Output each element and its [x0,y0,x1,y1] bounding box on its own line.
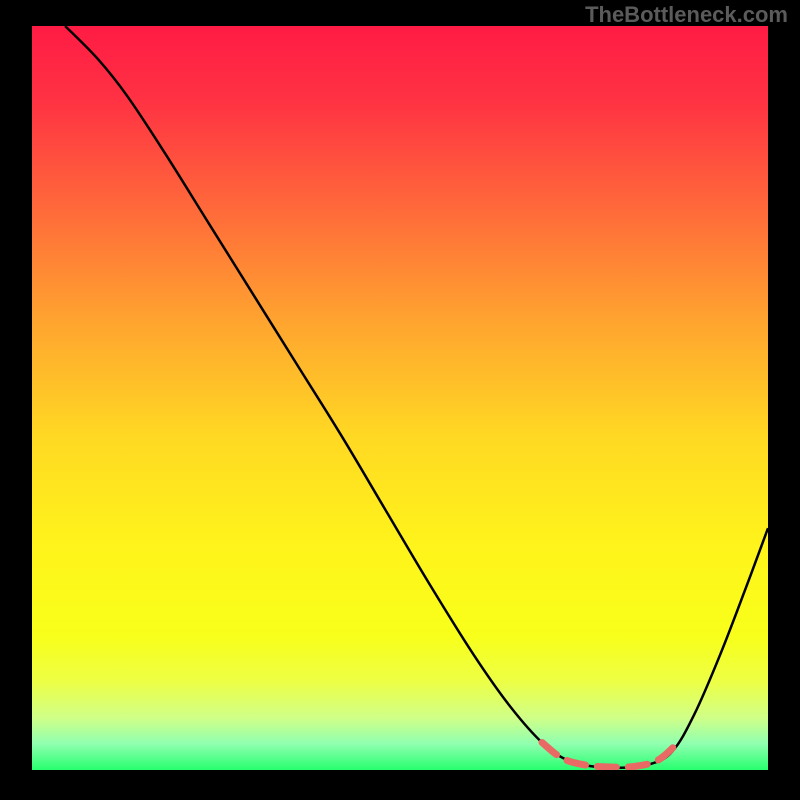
curve-layer [32,26,768,770]
attribution-text: TheBottleneck.com [585,2,788,28]
plot-area [32,26,768,770]
bottleneck-curve [65,26,768,768]
